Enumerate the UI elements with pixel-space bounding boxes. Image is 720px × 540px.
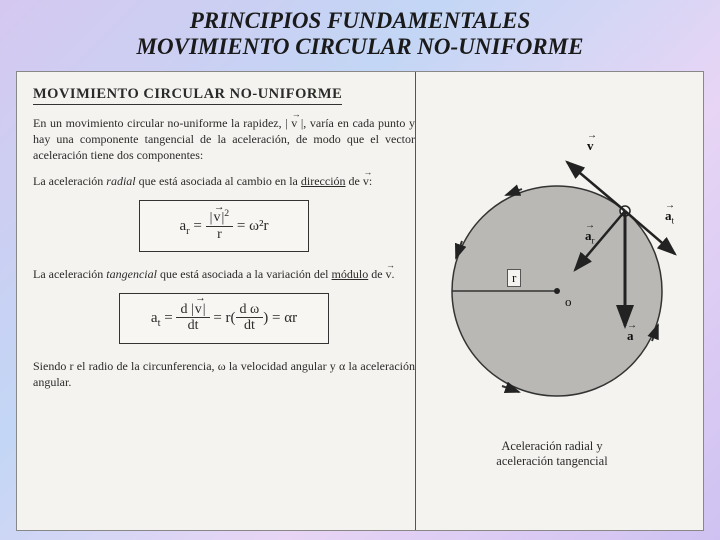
label-at: →at	[665, 204, 675, 226]
diagram-column: →v →ar →at →a o r Aceleración radial y a…	[427, 86, 687, 520]
slide-title-line1: PRINCIPIOS FUNDAMENTALES	[20, 8, 700, 34]
tang-text-1: La aceleración	[33, 267, 106, 281]
caption-line2: aceleración tangencial	[496, 454, 607, 468]
radial-text-1: La aceleración	[33, 174, 106, 188]
tang-text-em: tangencial	[106, 267, 157, 281]
diagram-svg	[427, 126, 687, 436]
tang-text-2: que está asociada a la variación del	[157, 267, 332, 281]
intro-paragraph: En un movimiento circular no-uniforme la…	[33, 115, 415, 164]
label-o: o	[565, 294, 572, 310]
column-divider	[415, 72, 416, 530]
slide-title: PRINCIPIOS FUNDAMENTALES MOVIMIENTO CIRC…	[0, 0, 720, 67]
label-ar: →ar	[585, 224, 595, 246]
ar-rhs: = ω²r	[237, 217, 269, 233]
label-v: →v	[587, 134, 597, 154]
radial-text-under: dirección	[301, 174, 346, 188]
formula-radial: ar = |v|2r = ω²r	[139, 200, 309, 253]
label-r: r	[507, 269, 521, 287]
section-heading: MOVIMIENTO CIRCULAR NO-UNIFORME	[33, 86, 342, 105]
radial-text-em: radial	[106, 174, 135, 188]
text-column: MOVIMIENTO CIRCULAR NO-UNIFORME En un mo…	[33, 86, 415, 520]
circular-motion-diagram: →v →ar →at →a o r Aceleración radial y a…	[427, 126, 677, 426]
at-num2: d ω	[236, 302, 264, 318]
ar-den: r	[206, 227, 234, 244]
diagram-caption: Aceleración radial y aceleración tangenc…	[427, 439, 677, 470]
center-dot	[554, 288, 560, 294]
formula-tangential: at = d |v|dt = r(d ωdt) = αr	[119, 293, 329, 344]
radial-paragraph: La aceleración radial que está asociada …	[33, 173, 415, 189]
closing-paragraph: Siendo r el radio de la circunferencia, …	[33, 358, 415, 390]
at-rhs: = αr	[272, 310, 297, 326]
tangential-paragraph: La aceleración tangencial que está asoci…	[33, 266, 415, 282]
at-den2: dt	[236, 318, 264, 335]
caption-line1: Aceleración radial y	[501, 439, 602, 453]
slide-title-line2: MOVIMIENTO CIRCULAR NO-UNIFORME	[20, 34, 700, 60]
radial-text-2: que está asociada al cambio en la	[136, 174, 301, 188]
at-den1: dt	[176, 318, 209, 335]
tang-text-under: módulo	[332, 267, 369, 281]
label-a: →a	[627, 324, 637, 344]
scanned-page: MOVIMIENTO CIRCULAR NO-UNIFORME En un mo…	[16, 71, 704, 531]
